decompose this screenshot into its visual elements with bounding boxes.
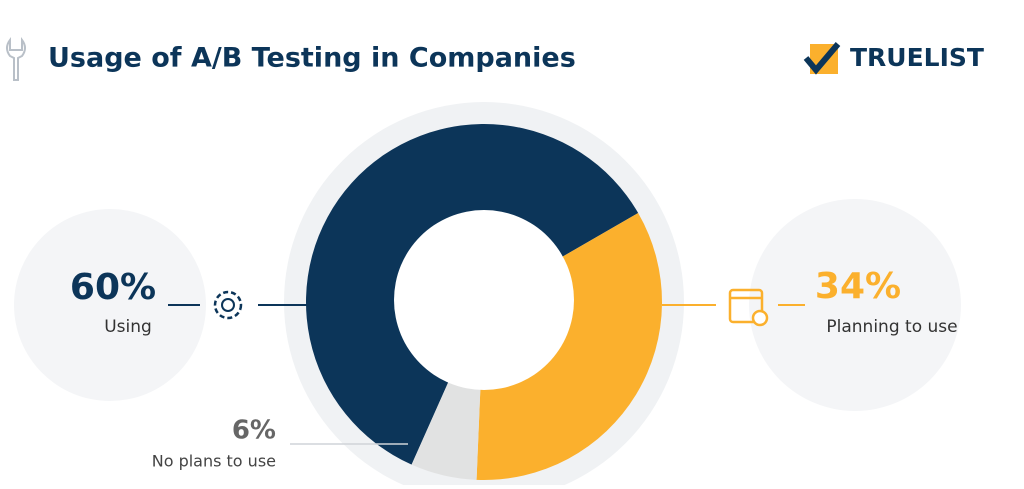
donut-hole [394,210,574,390]
left-circle [14,209,206,401]
logo-check [803,42,841,75]
wrench-icon [6,36,26,81]
gear-icon [221,298,235,312]
brand: TRUELIST [850,43,984,72]
value-label: 34% [815,266,901,307]
gear-icon [213,290,243,320]
category-label: No plans to use [152,452,276,471]
value-label: 6% [232,416,276,446]
right-circle [749,199,961,411]
clock-icon [751,309,769,327]
calendar-icon [728,288,764,324]
chart-title: Usage of A/B Testing in Companies [48,43,576,74]
category-label: Using [104,317,152,337]
value-label: 60% [70,267,156,308]
category-label: Planning to use [826,317,957,337]
